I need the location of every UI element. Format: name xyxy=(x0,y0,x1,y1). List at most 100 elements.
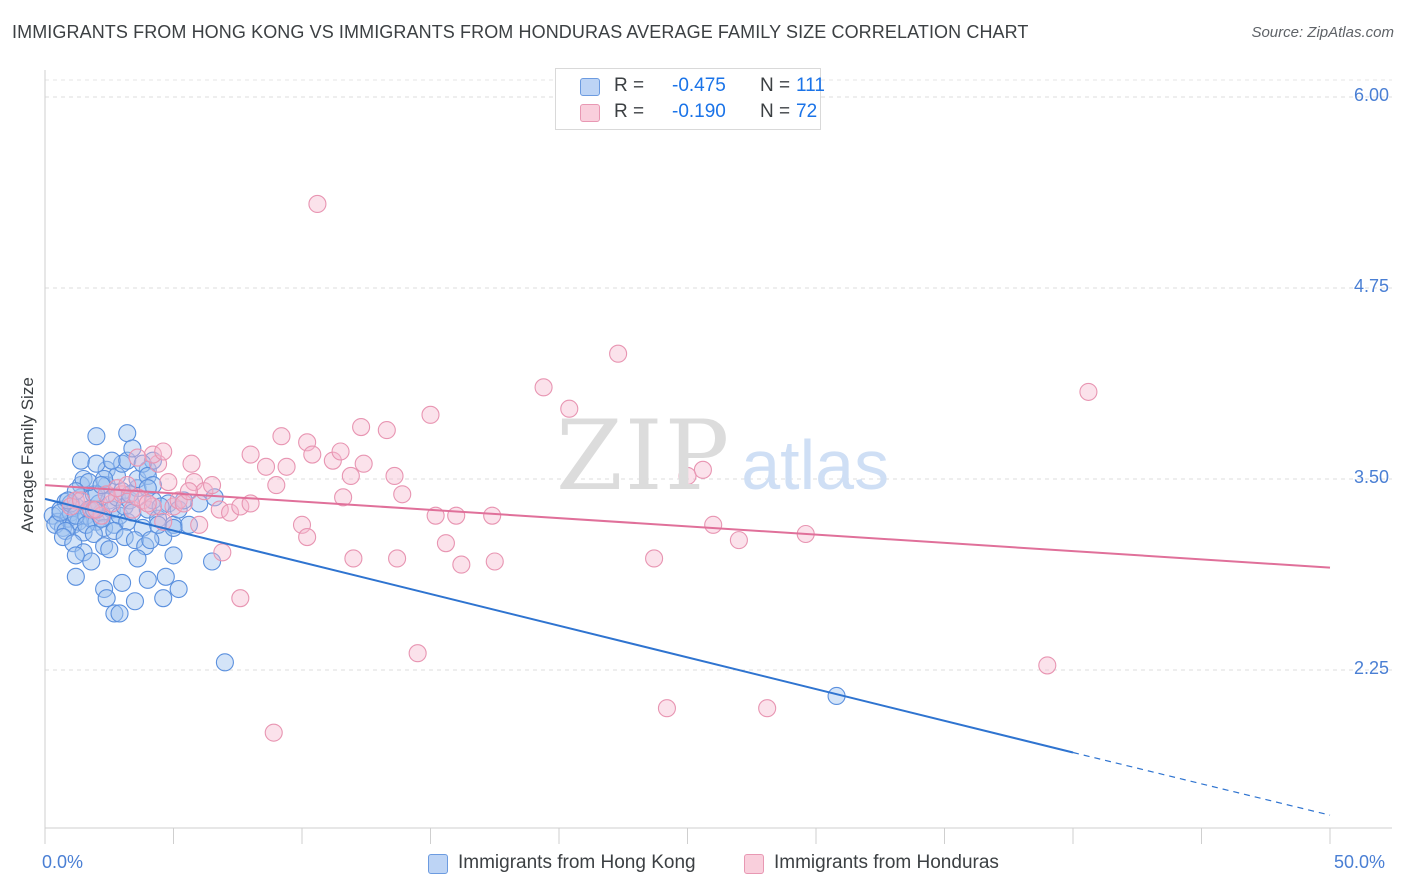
stats-n-value: 111 xyxy=(796,75,825,96)
stats-r-value: -0.475 xyxy=(672,75,726,96)
point-honduras xyxy=(179,482,198,501)
point-honduras xyxy=(1038,656,1057,675)
point-honduras xyxy=(377,421,396,440)
point-honduras xyxy=(241,445,260,464)
point-honduras xyxy=(107,479,127,498)
point-hong-kong xyxy=(179,515,198,534)
legend-swatch-hong-kong xyxy=(428,854,448,874)
point-honduras xyxy=(323,451,342,470)
point-hong-kong xyxy=(66,546,85,565)
legend-label-hong-kong: Immigrants from Hong Kong xyxy=(458,852,696,873)
point-hong-kong xyxy=(154,589,173,608)
point-honduras xyxy=(182,454,201,473)
point-hong-kong xyxy=(203,552,222,571)
point-honduras xyxy=(1079,382,1098,401)
point-hong-kong xyxy=(156,567,175,586)
point-hong-kong xyxy=(87,427,106,446)
point-honduras xyxy=(560,399,579,418)
point-honduras xyxy=(452,555,471,574)
x-tick-label-min: 0.0% xyxy=(42,852,84,872)
chart-title: IMMIGRANTS FROM HONG KONG VS IMMIGRANTS … xyxy=(12,22,1029,42)
point-hong-kong xyxy=(125,531,144,550)
point-honduras xyxy=(385,466,404,485)
point-hong-kong xyxy=(84,524,103,544)
point-honduras xyxy=(483,506,502,525)
point-honduras xyxy=(143,445,162,464)
trendline-honduras xyxy=(44,484,1331,569)
point-honduras xyxy=(190,515,209,534)
point-honduras xyxy=(128,488,147,507)
point-honduras xyxy=(143,497,162,516)
point-honduras xyxy=(436,534,455,553)
point-honduras xyxy=(213,543,232,562)
point-honduras xyxy=(277,457,296,476)
point-honduras xyxy=(421,405,440,424)
point-hong-kong xyxy=(118,424,137,443)
point-hong-kong xyxy=(105,604,124,623)
point-honduras xyxy=(267,476,286,495)
point-hong-kong xyxy=(100,540,119,559)
point-hong-kong xyxy=(141,531,160,550)
x-tick-label-max: 50.0% xyxy=(1334,852,1386,872)
point-honduras xyxy=(210,500,229,519)
legend: Immigrants from Hong Kong Immigrants fro… xyxy=(0,852,1406,878)
point-honduras xyxy=(128,448,147,467)
point-hong-kong xyxy=(66,567,85,586)
point-honduras xyxy=(645,549,664,568)
point-hong-kong xyxy=(113,573,132,592)
point-honduras xyxy=(256,457,276,476)
point-honduras xyxy=(354,454,373,473)
point-hong-kong xyxy=(143,476,162,495)
stats-swatch-honduras xyxy=(580,104,600,122)
point-honduras xyxy=(704,515,723,534)
point-honduras xyxy=(231,589,250,608)
point-honduras xyxy=(264,723,283,742)
point-hong-kong xyxy=(169,579,188,599)
stats-box: R = -0.475 N = 111 R = -0.190 N = 72 xyxy=(555,68,825,130)
stats-n-label: N = xyxy=(760,101,791,122)
y-tick-label: 4.75 xyxy=(1354,276,1390,296)
point-hong-kong xyxy=(87,454,106,473)
point-honduras xyxy=(71,491,91,510)
point-hong-kong xyxy=(105,521,124,541)
point-hong-kong xyxy=(71,451,91,470)
point-hong-kong xyxy=(138,570,157,589)
point-honduras xyxy=(408,644,427,663)
point-honduras xyxy=(308,194,327,214)
point-honduras xyxy=(388,549,407,568)
axes xyxy=(44,70,1392,844)
stats-swatch-hong-kong xyxy=(580,78,600,96)
y-tick-label: 3.50 xyxy=(1354,467,1390,487)
point-honduras xyxy=(331,442,350,461)
point-hong-kong xyxy=(164,546,183,565)
point-honduras xyxy=(272,427,291,446)
point-hong-kong xyxy=(215,653,234,672)
point-honduras xyxy=(154,442,173,461)
legend-swatch-honduras xyxy=(744,854,764,874)
point-hong-kong xyxy=(123,439,142,458)
y-axis-label: Average Family Size xyxy=(18,377,37,533)
point-honduras xyxy=(485,552,504,571)
point-honduras xyxy=(693,460,712,479)
gridlines xyxy=(45,79,1392,671)
trendline-hong-kong xyxy=(44,497,1074,754)
point-honduras xyxy=(303,445,322,464)
stats-r-value: -0.190 xyxy=(672,101,726,122)
stats-r-label: R = xyxy=(614,101,645,122)
point-honduras xyxy=(609,344,628,363)
point-hong-kong xyxy=(102,451,121,470)
series-hong-kong xyxy=(43,424,846,706)
stats-n-value: 72 xyxy=(796,101,818,122)
point-honduras xyxy=(298,528,317,547)
stats-r-label: R = xyxy=(614,75,645,96)
point-honduras xyxy=(729,531,748,550)
trendlines xyxy=(44,484,1331,816)
point-honduras xyxy=(169,491,188,510)
y-tick-label: 6.00 xyxy=(1354,85,1390,105)
point-honduras xyxy=(534,378,553,397)
point-honduras xyxy=(138,494,157,513)
point-honduras xyxy=(203,476,222,495)
point-hong-kong xyxy=(82,552,101,571)
point-honduras xyxy=(657,699,676,718)
